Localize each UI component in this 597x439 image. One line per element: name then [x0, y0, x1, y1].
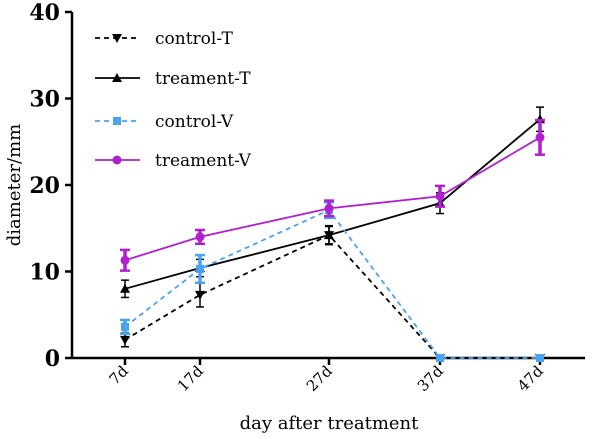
- series-line: [124, 118, 541, 290]
- legend: control-T treament-T control-V treament-V: [95, 29, 252, 171]
- data-point: [195, 232, 205, 242]
- data-point: [535, 132, 545, 142]
- data-point: [324, 230, 334, 240]
- y-tick-label: 20: [29, 173, 60, 199]
- x-tick-label: 37d: [414, 362, 447, 395]
- legend-marker: [112, 34, 122, 43]
- data-point: [436, 354, 444, 362]
- data-point: [120, 283, 130, 293]
- y-axis: 0 10 20 30 40: [29, 0, 74, 372]
- data-point: [536, 354, 544, 362]
- legend-item-treament-V: treament-V: [95, 151, 252, 171]
- data-point: [195, 290, 205, 300]
- data-point: [196, 264, 204, 273]
- x-axis: 7d 17d 27d 37d 47d: [72, 356, 585, 395]
- data-point: [120, 255, 130, 265]
- x-tick-label: 27d: [303, 362, 336, 395]
- data-point: [120, 335, 130, 345]
- legend-item-control-T: control-T: [95, 29, 233, 49]
- data-point: [435, 191, 445, 201]
- data-point: [324, 203, 334, 213]
- legend-marker: [112, 73, 122, 82]
- legend-marker: [113, 117, 121, 125]
- legend-label: treament-V: [155, 151, 252, 171]
- legend-label: treament-T: [155, 69, 251, 89]
- legend-label: control-T: [155, 29, 233, 49]
- series-layer: [120, 106, 545, 363]
- y-tick-label: 10: [29, 260, 60, 286]
- data-point: [121, 322, 129, 331]
- y-tick-label: 0: [45, 346, 60, 372]
- x-tick-label: 47d: [514, 362, 547, 395]
- x-axis-title: day after treatment: [240, 413, 420, 434]
- y-tick-label: 30: [29, 87, 60, 113]
- legend-item-control-V: control-V: [95, 112, 234, 132]
- legend-marker: [112, 155, 122, 165]
- x-tick-label: 17d: [174, 362, 207, 395]
- series-control-T: [120, 225, 545, 363]
- legend-item-treament-T: treament-T: [95, 69, 251, 89]
- series-line: [124, 234, 540, 359]
- x-tick-label: 7d: [106, 362, 133, 389]
- legend-label: control-V: [155, 112, 234, 132]
- y-axis-title: diameter/mm: [4, 124, 25, 246]
- series-treament-V: [120, 118, 545, 272]
- y-tick-label: 40: [29, 0, 60, 26]
